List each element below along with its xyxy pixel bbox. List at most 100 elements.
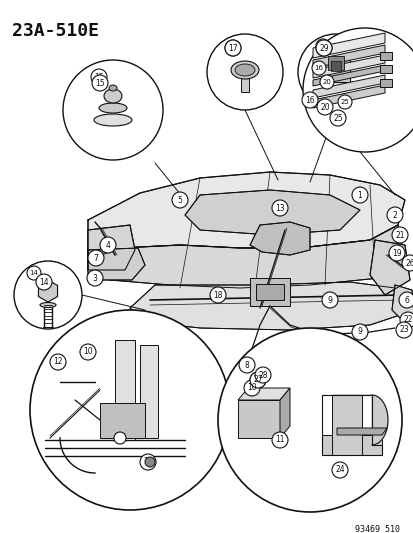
Bar: [255, 284, 283, 300]
Text: 25: 25: [340, 99, 349, 105]
Polygon shape: [237, 400, 279, 438]
Circle shape: [398, 292, 413, 308]
Bar: [249, 278, 289, 306]
Polygon shape: [249, 222, 309, 255]
Text: 17: 17: [228, 44, 237, 52]
Ellipse shape: [109, 85, 117, 91]
Ellipse shape: [94, 114, 132, 126]
Text: 11: 11: [143, 457, 152, 466]
Text: 22: 22: [402, 316, 412, 325]
Text: 23A-510E: 23A-510E: [12, 22, 99, 40]
Text: 20: 20: [319, 102, 329, 111]
Text: 15: 15: [94, 72, 104, 82]
Bar: [240, 72, 248, 92]
Circle shape: [297, 34, 373, 110]
Bar: [327, 56, 343, 70]
Circle shape: [80, 344, 96, 360]
Polygon shape: [88, 248, 145, 280]
Circle shape: [100, 246, 108, 254]
Text: 21: 21: [394, 230, 404, 239]
Polygon shape: [391, 285, 413, 318]
Text: 2: 2: [392, 211, 396, 220]
Polygon shape: [331, 395, 387, 445]
Text: 19: 19: [318, 43, 327, 49]
Circle shape: [386, 207, 402, 223]
Circle shape: [399, 312, 413, 328]
Text: 26: 26: [404, 259, 413, 268]
Circle shape: [88, 250, 104, 266]
Circle shape: [254, 367, 271, 383]
Text: 27: 27: [253, 376, 262, 384]
Text: 16: 16: [304, 95, 314, 104]
Circle shape: [351, 324, 367, 340]
Circle shape: [36, 274, 52, 290]
Ellipse shape: [99, 103, 127, 113]
Ellipse shape: [235, 64, 254, 76]
Ellipse shape: [40, 303, 56, 308]
Circle shape: [63, 60, 163, 160]
Circle shape: [30, 310, 230, 510]
Circle shape: [224, 40, 240, 56]
Circle shape: [315, 40, 331, 56]
Text: 5: 5: [177, 196, 182, 205]
Text: 13: 13: [275, 204, 284, 213]
Circle shape: [301, 92, 317, 108]
Circle shape: [391, 227, 407, 243]
Circle shape: [209, 287, 225, 303]
Circle shape: [249, 372, 266, 388]
Polygon shape: [321, 435, 381, 455]
Circle shape: [311, 61, 325, 75]
Circle shape: [92, 75, 108, 91]
Circle shape: [401, 255, 413, 271]
Circle shape: [238, 357, 254, 373]
Ellipse shape: [104, 89, 122, 103]
Polygon shape: [237, 388, 289, 400]
Circle shape: [91, 69, 107, 85]
Text: 15: 15: [95, 78, 104, 87]
Bar: [100, 403, 145, 438]
Text: 19: 19: [391, 248, 401, 257]
Circle shape: [319, 75, 333, 89]
Circle shape: [302, 28, 413, 152]
Circle shape: [27, 266, 41, 280]
Circle shape: [337, 95, 351, 109]
Polygon shape: [185, 190, 359, 235]
Polygon shape: [312, 45, 384, 68]
Text: 28: 28: [258, 370, 267, 379]
Circle shape: [316, 99, 332, 115]
Polygon shape: [312, 75, 384, 98]
Circle shape: [145, 457, 154, 467]
Text: 10: 10: [83, 348, 93, 357]
Text: 14: 14: [29, 270, 38, 276]
Circle shape: [218, 328, 401, 512]
Text: 14: 14: [39, 278, 49, 287]
Text: 16: 16: [314, 65, 323, 71]
Text: 1: 1: [357, 190, 361, 199]
Circle shape: [50, 354, 66, 370]
Bar: [379, 79, 391, 87]
Circle shape: [315, 39, 329, 53]
Text: 11: 11: [275, 435, 284, 445]
Polygon shape: [88, 172, 404, 255]
Bar: [379, 52, 391, 60]
Circle shape: [14, 261, 82, 329]
Text: 3: 3: [93, 273, 97, 282]
Circle shape: [87, 270, 103, 286]
Polygon shape: [312, 55, 384, 78]
Circle shape: [224, 40, 240, 56]
Text: 4: 4: [105, 240, 110, 249]
Circle shape: [243, 380, 259, 396]
Bar: [330, 61, 340, 71]
Circle shape: [271, 200, 287, 216]
Bar: [379, 65, 391, 73]
Circle shape: [329, 110, 345, 126]
Circle shape: [140, 454, 156, 470]
Text: 93469 510: 93469 510: [354, 525, 399, 533]
Circle shape: [100, 237, 116, 253]
Circle shape: [315, 40, 331, 56]
Polygon shape: [88, 225, 135, 270]
Text: 23: 23: [398, 326, 408, 335]
Bar: [321, 60, 349, 82]
Circle shape: [395, 322, 411, 338]
Polygon shape: [38, 280, 57, 302]
